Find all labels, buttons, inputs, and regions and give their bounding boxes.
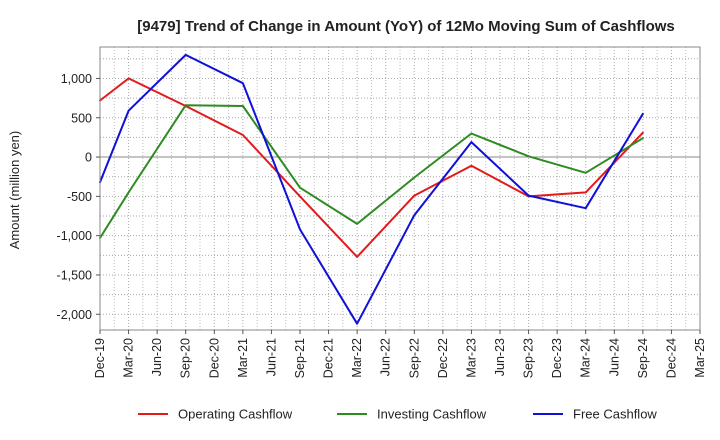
x-tick-label: Dec-20: [207, 338, 221, 378]
x-tick-label: Dec-19: [93, 338, 107, 378]
x-tick-label: Jun-23: [493, 338, 507, 376]
x-tick-label: Mar-21: [236, 338, 250, 378]
x-tick-label: Mar-22: [350, 338, 364, 378]
series-line-investing-cashflow: [99, 104, 644, 239]
y-tick-label: 500: [71, 111, 92, 125]
x-tick-label: Sep-24: [636, 338, 650, 378]
x-tick-label: Dec-24: [664, 338, 678, 378]
x-tick-label: Sep-21: [293, 338, 307, 378]
y-axis-ticks: 1,000 500 0 -500 -1,000 -1,500 -2,000: [57, 72, 100, 322]
y-tick-label: -1,500: [57, 268, 92, 282]
x-axis-ticks: Dec-19 Mar-20 Jun-20 Sep-20 Dec-20 Mar-21 Jun-…: [93, 330, 707, 378]
x-tick-label: Mar-24: [579, 338, 593, 378]
y-axis-label: Amount (million yen): [7, 131, 22, 250]
x-tick-label: Dec-23: [550, 338, 564, 378]
chart-title: [9479] Trend of Change in Amount (YoY) o…: [137, 18, 675, 35]
grid-lines: [99, 47, 701, 330]
y-tick-label: -500: [67, 190, 92, 204]
y-tick-label: 0: [85, 151, 92, 165]
x-tick-label: Sep-23: [522, 338, 536, 378]
legend-label: Investing Cashflow: [377, 407, 487, 422]
legend-label: Free Cashflow: [573, 407, 657, 422]
x-tick-label: Jun-24: [607, 338, 621, 376]
y-tick-label: -1,000: [57, 229, 92, 243]
x-tick-label: Mar-20: [122, 338, 136, 378]
x-tick-label: Mar-23: [464, 338, 478, 378]
legend-label: Operating Cashflow: [178, 407, 293, 422]
series-line-operating-cashflow: [99, 77, 644, 258]
x-tick-label: Jun-21: [264, 338, 278, 376]
legend: Operating Cashflow Investing Cashflow Free…: [138, 407, 657, 422]
plot-frame: [99, 46, 701, 331]
x-tick-label: Jun-20: [150, 338, 164, 376]
x-tick-label: Dec-22: [436, 338, 450, 378]
y-tick-label: -2,000: [57, 308, 92, 322]
x-tick-label: Jun-22: [379, 338, 393, 376]
x-tick-label: Mar-25: [693, 338, 707, 378]
x-tick-label: Sep-22: [407, 338, 421, 378]
series-lines: [99, 53, 644, 325]
series-line-free-cashflow: [99, 53, 644, 325]
x-tick-label: Sep-20: [179, 338, 193, 378]
y-tick-label: 1,000: [61, 72, 92, 86]
x-tick-label: Dec-21: [322, 338, 336, 378]
